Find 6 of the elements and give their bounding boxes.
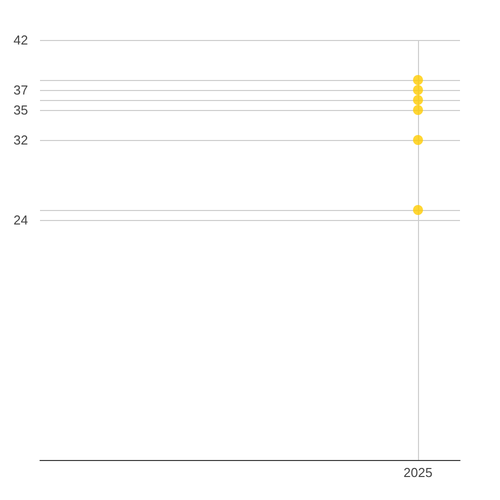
y-tick-label: 35 [14,102,28,118]
x-tick-label: 2025 [404,465,432,480]
y-tick-label: 42 [14,32,28,48]
y-tick-label: 24 [14,212,28,228]
y-tick-label: 32 [14,132,28,148]
y-tick-label: 37 [14,82,28,98]
